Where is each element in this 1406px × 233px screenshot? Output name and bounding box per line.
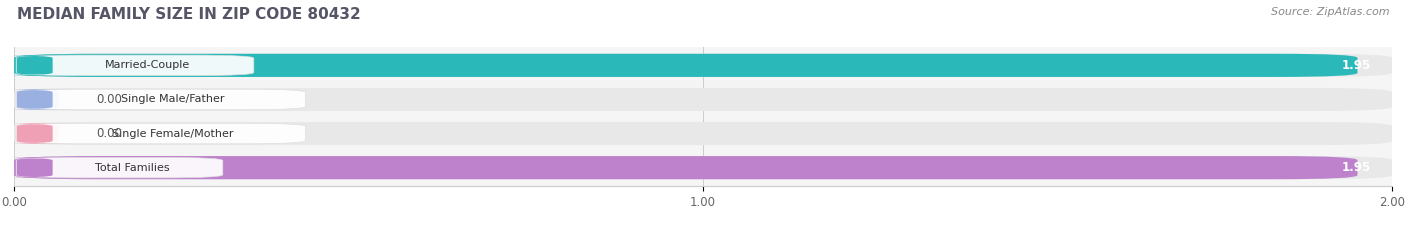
FancyBboxPatch shape <box>14 122 1392 145</box>
Text: Married-Couple: Married-Couple <box>104 60 190 70</box>
Text: 1.95: 1.95 <box>1341 161 1371 174</box>
FancyBboxPatch shape <box>14 156 1392 179</box>
FancyBboxPatch shape <box>0 158 80 178</box>
FancyBboxPatch shape <box>14 156 1358 179</box>
FancyBboxPatch shape <box>0 55 80 75</box>
FancyBboxPatch shape <box>0 55 72 75</box>
Text: 0.00: 0.00 <box>97 93 122 106</box>
FancyBboxPatch shape <box>14 88 1392 111</box>
FancyBboxPatch shape <box>15 55 254 75</box>
FancyBboxPatch shape <box>15 123 305 144</box>
FancyBboxPatch shape <box>0 123 80 144</box>
FancyBboxPatch shape <box>14 54 1392 77</box>
Text: Total Families: Total Families <box>94 163 169 173</box>
Text: MEDIAN FAMILY SIZE IN ZIP CODE 80432: MEDIAN FAMILY SIZE IN ZIP CODE 80432 <box>17 7 360 22</box>
FancyBboxPatch shape <box>14 54 1358 77</box>
Text: 1.95: 1.95 <box>1341 59 1371 72</box>
FancyBboxPatch shape <box>0 89 72 110</box>
FancyBboxPatch shape <box>15 158 222 178</box>
FancyBboxPatch shape <box>0 123 72 144</box>
Text: 0.00: 0.00 <box>97 127 122 140</box>
FancyBboxPatch shape <box>15 89 305 110</box>
Text: Single Female/Mother: Single Female/Mother <box>112 129 233 139</box>
Text: Source: ZipAtlas.com: Source: ZipAtlas.com <box>1271 7 1389 17</box>
Text: Single Male/Father: Single Male/Father <box>121 94 225 104</box>
FancyBboxPatch shape <box>0 158 72 178</box>
FancyBboxPatch shape <box>0 89 80 110</box>
